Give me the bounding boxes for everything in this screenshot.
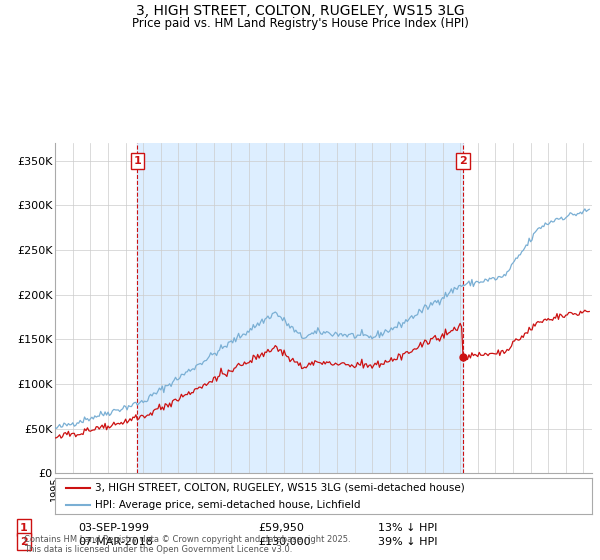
Text: £59,950: £59,950 bbox=[258, 522, 304, 533]
Text: Price paid vs. HM Land Registry's House Price Index (HPI): Price paid vs. HM Land Registry's House … bbox=[131, 17, 469, 30]
Text: Contains HM Land Registry data © Crown copyright and database right 2025.
This d: Contains HM Land Registry data © Crown c… bbox=[24, 535, 350, 554]
Text: 03-SEP-1999: 03-SEP-1999 bbox=[78, 522, 149, 533]
Text: 1: 1 bbox=[20, 522, 28, 533]
Text: 3, HIGH STREET, COLTON, RUGELEY, WS15 3LG: 3, HIGH STREET, COLTON, RUGELEY, WS15 3L… bbox=[136, 4, 464, 18]
Bar bbox=[137, 143, 463, 473]
Text: 3, HIGH STREET, COLTON, RUGELEY, WS15 3LG (semi-detached house): 3, HIGH STREET, COLTON, RUGELEY, WS15 3L… bbox=[95, 483, 465, 493]
Text: 39% ↓ HPI: 39% ↓ HPI bbox=[378, 536, 437, 547]
Text: 13% ↓ HPI: 13% ↓ HPI bbox=[378, 522, 437, 533]
Text: £130,000: £130,000 bbox=[258, 536, 311, 547]
Text: 1: 1 bbox=[134, 156, 141, 166]
Text: HPI: Average price, semi-detached house, Lichfield: HPI: Average price, semi-detached house,… bbox=[95, 500, 361, 510]
Text: 07-MAR-2018: 07-MAR-2018 bbox=[78, 536, 153, 547]
Text: 2: 2 bbox=[20, 536, 28, 547]
Text: 2: 2 bbox=[459, 156, 467, 166]
